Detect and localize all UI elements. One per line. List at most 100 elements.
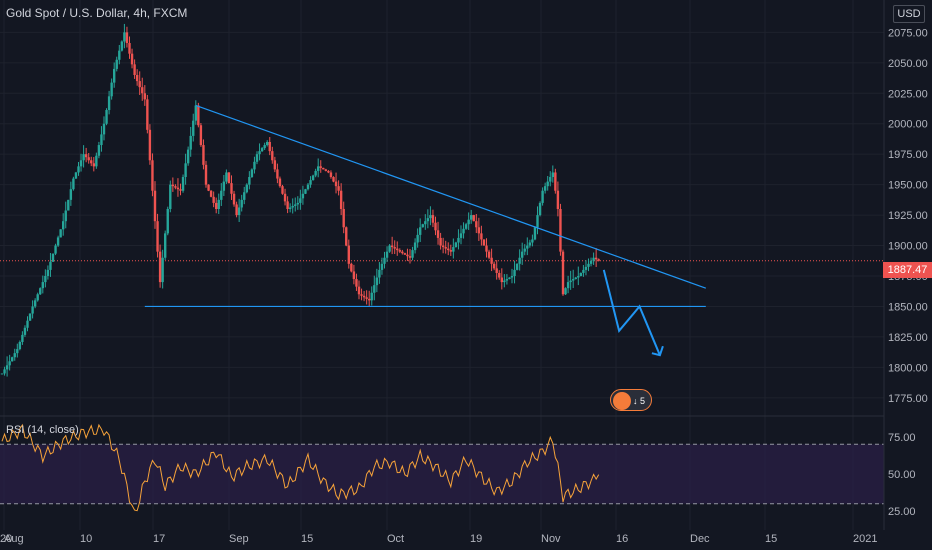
candle-body [72,178,75,190]
candle-body [490,257,493,264]
candle-body [107,96,111,111]
candle-body [153,190,157,222]
candle-body [413,242,417,251]
candle-body [148,129,152,161]
candle-body [130,53,134,65]
events-flag[interactable]: 7 ↓ 5 [610,389,652,411]
candle-body [186,149,190,164]
candle-body [179,189,182,191]
price-tick-label: 2000.00 [888,119,928,131]
candle-body [347,245,350,264]
candle-body [464,224,468,229]
candle-body [115,59,118,69]
time-tick-label: 16 [616,533,628,545]
candle-body [105,110,108,124]
candle-body [5,365,9,370]
price-tick-label: 1850.00 [888,301,928,313]
currency-button[interactable]: USD [893,5,925,23]
trendline-upper [195,104,707,289]
candle-body [176,187,180,190]
candle-body [342,209,345,228]
candle-body [454,242,458,248]
candle-body [314,170,317,176]
candle-body [472,215,475,222]
candle-body [56,237,60,246]
candle-body [248,177,251,185]
candle-body [470,215,473,220]
candle-body [543,186,547,191]
candle-body [0,373,4,375]
candle-body [572,279,575,281]
candle-body [113,68,116,83]
flag-icon [613,392,631,410]
candle-body [97,145,101,156]
candle-body [426,218,430,222]
candle-body [181,177,185,191]
price-axis[interactable]: 1775.001800.001825.001850.001875.001900.… [888,27,928,404]
candle-body [424,221,427,225]
candle-body [87,157,90,161]
candle-body [164,233,167,258]
candle-body [370,292,373,301]
candle-body [95,155,98,167]
candle-body [350,263,353,272]
candle-body [317,166,320,171]
candle-body [13,353,16,358]
candle-body [237,207,241,216]
candle-body [102,123,106,135]
candles [0,23,600,377]
candle-body [283,193,287,202]
candle-body [260,148,264,152]
candle-body [258,151,261,155]
candle-body [207,184,210,191]
candle-body [209,190,213,197]
candle-body [480,233,483,240]
candle-body [120,41,124,51]
candle-body [319,166,322,168]
candle-body [355,279,358,287]
candle-body [457,237,460,243]
candle-body [528,242,532,246]
candle-body [184,163,187,178]
candle-body [49,261,52,270]
candle-body [322,167,325,170]
candle-body [467,219,470,225]
candle-body [225,172,228,182]
time-tick-label: 15 [765,533,777,545]
candle-body [449,250,452,252]
candle-body [220,190,223,200]
candle-body [574,277,577,280]
candle-body [503,280,506,283]
candle-body [352,271,356,280]
candle-body [429,215,432,219]
candle-body [245,184,248,193]
candle-body [462,228,465,234]
candle-body [597,259,600,261]
candle-body [79,160,83,167]
trend-lines[interactable] [144,104,707,357]
time-tick-label: Oct [387,533,404,545]
rsi-indicator-label[interactable]: RSI (14, close) [6,424,79,436]
candle-body [250,169,254,178]
candle-body [128,43,131,54]
candle-body [23,327,27,335]
candle-body [294,204,297,206]
candle-body [232,193,236,205]
candle-body [357,286,361,295]
candle-body [587,263,590,267]
time-tick-label: 15 [301,533,313,545]
candle-body [301,193,305,199]
candle-body [383,257,386,264]
candle-body [513,269,516,276]
rsi-axis: 25.00 50.00 75.00 [888,432,916,518]
candle-body [255,154,259,162]
candle-body [204,164,208,185]
candle-body [46,269,50,276]
candle-body [541,190,544,203]
candle-body [510,276,514,278]
candle-body [110,82,113,97]
candle-body [235,204,238,216]
candle-body [526,245,529,249]
